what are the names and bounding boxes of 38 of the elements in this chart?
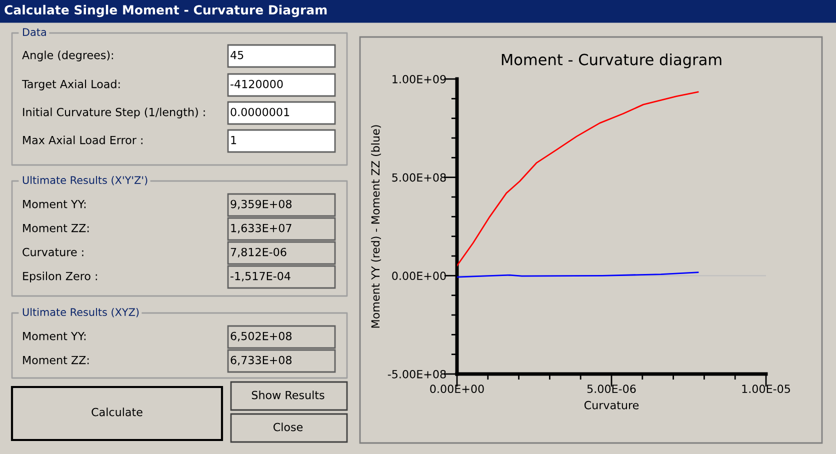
text: Show Results — [252, 390, 324, 400]
text: Ultimate Results (X'Y'Z') — [22, 176, 148, 186]
text: Curvature : — [22, 248, 84, 256]
text: Moment ZZ: — [23, 224, 89, 232]
chart-title: Moment - Curvature diagram — [502, 54, 722, 68]
text: Moment YY: — [23, 200, 86, 208]
text: -4120000 — [230, 80, 283, 88]
text: Close — [273, 422, 303, 432]
text: 1 — [231, 136, 236, 144]
text: Ultimate Results (XYZ) — [22, 308, 139, 318]
text: Calculate Single Moment - Curvature Diagram — [4, 4, 327, 18]
text: 9,359E+08 — [230, 200, 292, 210]
text: 45 — [230, 50, 244, 60]
x-tick-label: 5.00E-06 — [587, 384, 636, 394]
text: Moment YY: — [23, 332, 86, 340]
x-tick-label: 1.00E-05 — [742, 384, 790, 394]
y-tick-label: -5.00E+08 — [388, 370, 446, 378]
x-axis-title: Curvature — [584, 400, 639, 410]
line-series — [457, 91, 699, 266]
x-tick-label: 0.00E+00 — [430, 384, 484, 394]
y-tick-label: 5.00E+08 — [392, 173, 446, 182]
y-tick-label: 0.00E+00 — [392, 272, 446, 280]
text: 6,502E+08 — [230, 332, 292, 342]
text: Initial Curvature Step (1/length) : — [23, 108, 205, 118]
text: 0.0000001 — [230, 108, 290, 116]
text: Calculate — [92, 408, 142, 416]
text: Target Axial Load: — [22, 80, 120, 90]
text: Angle (degrees): — [22, 50, 113, 62]
text: -1,517E-04 — [230, 272, 290, 282]
text: Data — [23, 28, 46, 36]
text: Moment ZZ: — [23, 356, 89, 364]
text: Epsilon Zero : — [23, 272, 97, 282]
text: 7,812E-06 — [230, 248, 286, 258]
y-tick-label: 1.00E+09 — [392, 74, 446, 84]
y-axis-title: Moment YY (red) - Moment ZZ (blue) — [371, 125, 381, 328]
text: 6,733E+08 — [230, 356, 292, 366]
text: Max Axial Load Error : — [23, 136, 142, 144]
text: 1,633E+07 — [231, 224, 292, 234]
